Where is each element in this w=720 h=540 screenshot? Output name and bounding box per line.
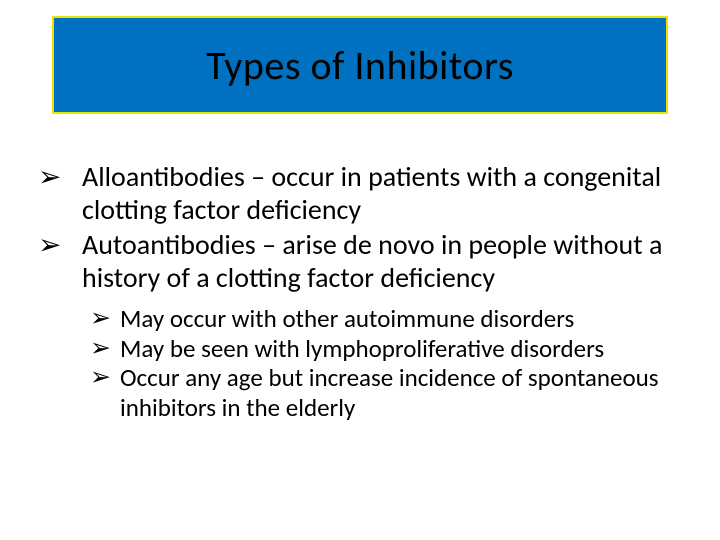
list-item: ➢ May be seen with lymphoproliferative d… [90,334,690,364]
sub-list: ➢ May occur with other autoimmune disord… [90,304,690,422]
list-item: ➢ Alloantibodies – occur in patients wit… [38,160,690,226]
list-item-text: Autoantibodies – arise de novo in people… [82,227,662,295]
list-item-text: Occur any age but increase incidence of … [120,362,659,423]
main-list: ➢ Alloantibodies – occur in patients wit… [38,160,690,294]
bullet-icon: ➢ [90,363,111,393]
slide-title: Types of Inhibitors [206,41,514,90]
list-item: ➢ Occur any age but increase incidence o… [90,363,690,422]
list-item: ➢ May occur with other autoimmune disord… [90,304,690,334]
bullet-icon: ➢ [90,304,111,334]
bullet-icon: ➢ [38,228,61,261]
list-item-text: May be seen with lymphoproliferative dis… [120,333,604,364]
list-item-text: Alloantibodies – occur in patients with … [82,159,661,227]
title-box: Types of Inhibitors [52,16,668,114]
bullet-icon: ➢ [90,334,111,364]
list-item: ➢ Autoantibodies – arise de novo in peop… [38,228,690,294]
bullet-icon: ➢ [38,160,61,193]
content-area: ➢ Alloantibodies – occur in patients wit… [38,160,690,422]
list-item-text: May occur with other autoimmune disorder… [120,303,574,334]
